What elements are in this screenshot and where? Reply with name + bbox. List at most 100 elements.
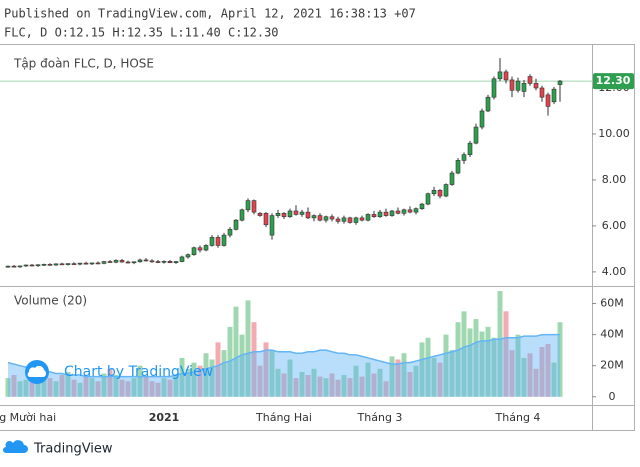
volume-bar xyxy=(245,300,251,397)
volume-bar xyxy=(155,382,161,397)
volume-bar xyxy=(131,378,137,397)
candle-body xyxy=(425,193,431,205)
candle-body xyxy=(545,94,551,107)
volume-bar xyxy=(413,365,419,397)
volume-bar xyxy=(407,371,413,397)
volume-bar xyxy=(95,381,101,397)
candle-body xyxy=(347,217,353,223)
volume-bar xyxy=(323,378,329,397)
price-layer xyxy=(0,58,592,268)
candle-body xyxy=(317,215,323,221)
volume-bar xyxy=(29,373,35,397)
candle-body xyxy=(521,83,527,92)
volume-bar xyxy=(317,376,323,397)
volume-bar xyxy=(59,375,65,397)
volume-bar xyxy=(479,331,485,397)
candle-body xyxy=(293,210,299,215)
volume-bar xyxy=(461,311,467,397)
volume-bar xyxy=(275,368,281,397)
candle-body xyxy=(275,212,281,216)
footer-logo xyxy=(3,440,28,453)
candle-body xyxy=(533,83,539,89)
candle-body xyxy=(311,215,317,219)
volume-bar xyxy=(83,376,89,397)
last-price-badge xyxy=(593,73,634,90)
volume-bar xyxy=(449,350,455,397)
candle-body xyxy=(167,261,173,264)
volume-bar xyxy=(293,378,299,397)
volume-layer xyxy=(5,291,563,397)
volume-bar xyxy=(347,378,353,397)
candle-body xyxy=(497,71,503,80)
candle-body xyxy=(473,126,479,144)
candle-body xyxy=(461,154,467,161)
volume-bar xyxy=(215,342,221,397)
x-tick-label: 2021 xyxy=(149,411,180,424)
candle-body xyxy=(551,88,557,103)
volume-bar xyxy=(239,334,245,397)
volume-bar xyxy=(125,381,131,397)
candle-body xyxy=(389,210,395,216)
candle-body xyxy=(131,261,137,264)
candle-body xyxy=(443,184,449,197)
volume-bar xyxy=(119,379,125,397)
volume-bar xyxy=(11,375,17,397)
volume-bar xyxy=(485,326,491,397)
watermark: Chart by TradingView xyxy=(25,360,213,384)
candle-body xyxy=(47,264,53,266)
candle-body xyxy=(239,209,245,221)
volume-ma-area xyxy=(8,334,560,397)
volume-bar xyxy=(491,337,497,397)
footer-text: TradingView xyxy=(33,442,113,457)
candle-body xyxy=(371,214,377,218)
volume-bar xyxy=(305,375,311,397)
volume-bar xyxy=(335,379,341,397)
candle-body xyxy=(455,160,461,174)
candle-body xyxy=(185,254,191,258)
candle-body xyxy=(95,262,101,265)
candle-body xyxy=(89,262,95,265)
volume-bar xyxy=(365,362,371,397)
y-tick-label: 8.00 xyxy=(602,173,627,186)
volume-bar xyxy=(359,376,365,397)
candle-body xyxy=(491,78,497,98)
candle-body xyxy=(173,261,179,264)
volume-ma-line xyxy=(7,333,560,378)
volume-bar xyxy=(173,375,179,397)
volume-bar xyxy=(5,378,11,397)
candle-body xyxy=(449,172,455,185)
volume-bar xyxy=(281,373,287,397)
candle-body xyxy=(197,247,203,251)
volume-bar xyxy=(401,353,407,397)
candle-body xyxy=(323,216,329,221)
volume-bar xyxy=(377,368,383,397)
y-tick-label: 4.00 xyxy=(602,265,627,278)
volume-bar xyxy=(71,379,77,397)
volume-bar xyxy=(443,334,449,397)
volume-bar xyxy=(515,334,521,397)
volume-bar xyxy=(227,326,233,397)
candle-body xyxy=(41,264,47,266)
volume-bar xyxy=(533,368,539,397)
volume-bar xyxy=(425,337,431,397)
candle-body xyxy=(377,211,383,218)
y2-tick-label: 40M xyxy=(600,328,624,341)
candle-body xyxy=(299,211,305,215)
watermark-cloud xyxy=(27,365,47,377)
candle-body xyxy=(407,209,413,213)
candle-body xyxy=(335,218,341,222)
candle-body xyxy=(341,217,347,222)
candle-body xyxy=(281,212,287,218)
volume-bar xyxy=(185,368,191,397)
volume-bar xyxy=(137,365,143,397)
candle-body xyxy=(11,265,17,268)
pane-title: Tập đoàn FLC, D, HOSE xyxy=(13,57,154,71)
candle-body xyxy=(23,264,29,267)
volume-bar xyxy=(419,342,425,397)
candle-body xyxy=(29,264,35,267)
volume-bar xyxy=(23,379,29,397)
published-line: Published on TradingView.com, April 12, … xyxy=(4,7,416,21)
volume-bar xyxy=(53,381,59,397)
candle-body xyxy=(329,216,335,220)
